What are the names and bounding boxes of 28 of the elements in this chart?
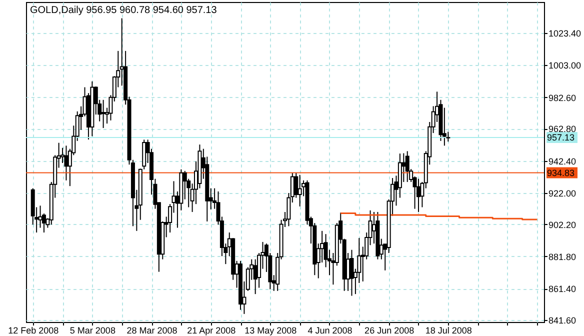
- y-tick-label: 1003.00: [548, 60, 582, 71]
- x-tick-label: 21 Apr 2008: [187, 326, 236, 336]
- candlestick: [405, 150, 410, 182]
- y-tick-label: 881.80: [548, 252, 576, 262]
- candlestick: [298, 174, 302, 207]
- y-tick-label: 982.60: [548, 92, 576, 103]
- x-tick-label: 13 May 2008: [244, 326, 297, 336]
- y-tick-label: 962.80: [548, 124, 576, 134]
- candlestick: [350, 249, 354, 296]
- ref-line-label: 934.83: [547, 168, 575, 178]
- y-tick-label: 841.60: [548, 315, 576, 326]
- candlestick: [64, 145, 68, 181]
- x-tick-label: 28 Mar 2008: [126, 326, 178, 336]
- x-tick-label: 26 Jun 2008: [364, 326, 414, 336]
- y-tick-label: 922.00: [548, 188, 576, 199]
- x-tick-label: 18 Jul 2008: [425, 326, 472, 336]
- y-tick-label: 861.40: [548, 284, 576, 294]
- x-tick-label: 4 Jun 2008: [308, 326, 352, 336]
- y-tick-label: 1023.40: [548, 28, 582, 38]
- y-tick-label: 942.40: [548, 156, 576, 166]
- y-tick-label: 902.20: [548, 220, 576, 230]
- candlestick: [101, 99, 106, 128]
- candlestick: [416, 178, 420, 212]
- ref-line-label: 957.13: [547, 132, 575, 143]
- x-tick-label: 5 Mar 2008: [70, 326, 116, 336]
- x-tick-label: 12 Feb 2008: [8, 326, 59, 336]
- candlestick: [38, 205, 42, 228]
- chart-title: GOLD,Daily 956.95 960.78 954.60 957.13: [30, 5, 218, 16]
